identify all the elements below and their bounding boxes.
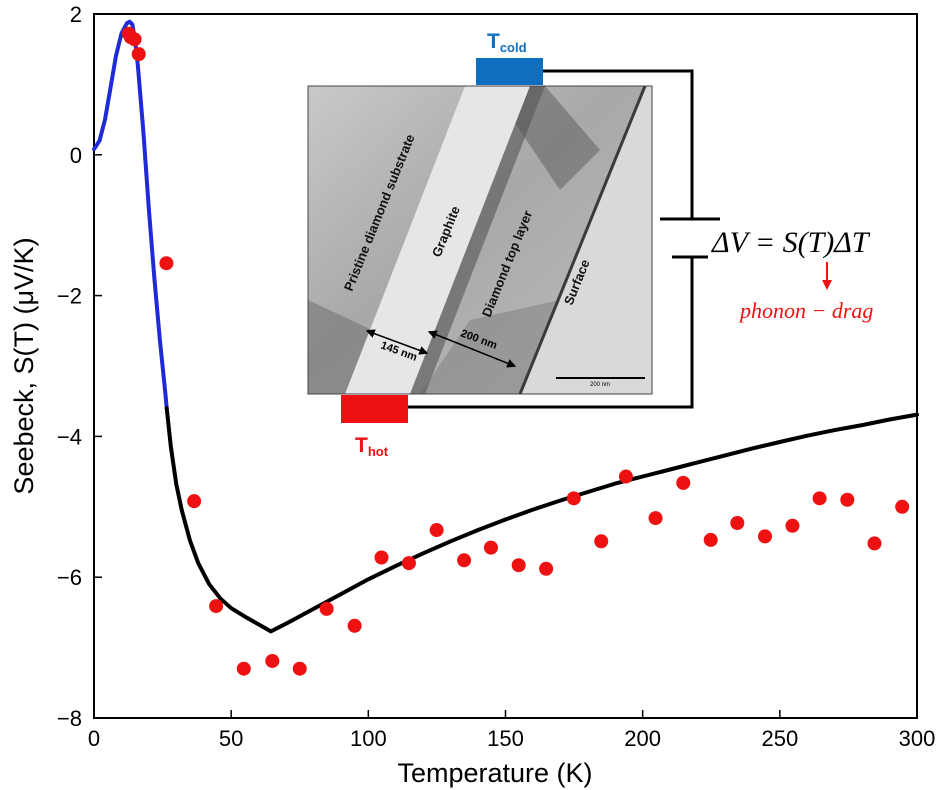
x-tick-label: 50 bbox=[219, 726, 243, 751]
data-point bbox=[209, 599, 224, 614]
data-point bbox=[676, 475, 691, 490]
data-point bbox=[483, 540, 498, 555]
data-point bbox=[812, 491, 827, 506]
phonon-drag-label: phonon − drag bbox=[738, 298, 873, 323]
seebeck-equation: ΔV = S(T)ΔT bbox=[711, 226, 871, 259]
t-cold-main: T bbox=[487, 30, 500, 53]
t-hot-subscript: hot bbox=[368, 444, 389, 459]
data-point bbox=[187, 494, 202, 509]
t-cold-contact bbox=[476, 58, 543, 85]
surface-region bbox=[520, 86, 652, 394]
y-tick-label: −8 bbox=[57, 706, 82, 731]
y-tick-label: −2 bbox=[57, 284, 82, 309]
x-tick-label: 300 bbox=[899, 726, 936, 751]
data-point bbox=[895, 499, 910, 514]
data-point bbox=[265, 653, 280, 668]
x-tick-label: 200 bbox=[624, 726, 661, 751]
y-tick-label: 0 bbox=[70, 143, 82, 168]
dimension-arrow-diamond bbox=[427, 330, 517, 368]
graphite-band bbox=[345, 86, 530, 394]
tem-inset: Pristine diamond substrate Graphite Diam… bbox=[307, 85, 653, 395]
data-points bbox=[121, 26, 910, 676]
dimension-arrow-graphite bbox=[365, 329, 429, 355]
x-tick-label: 0 bbox=[88, 726, 100, 751]
phonon-drag-fit-line bbox=[164, 406, 919, 634]
data-point bbox=[236, 661, 251, 676]
data-point bbox=[840, 492, 855, 507]
t-hot-contact bbox=[341, 395, 408, 423]
data-point bbox=[127, 32, 142, 47]
data-point bbox=[347, 618, 362, 633]
t-cold-subscript: cold bbox=[500, 40, 527, 55]
x-tick-label: 100 bbox=[350, 726, 387, 751]
data-point bbox=[374, 550, 389, 565]
data-point bbox=[703, 532, 718, 547]
data-point bbox=[457, 553, 472, 568]
data-point bbox=[401, 556, 416, 571]
data-point bbox=[131, 47, 146, 62]
t-cold-label: Tcold bbox=[487, 30, 527, 55]
data-point bbox=[159, 256, 174, 271]
data-point bbox=[429, 523, 444, 538]
data-point bbox=[648, 511, 663, 526]
scale-bar-label: 200 nm bbox=[590, 382, 610, 388]
x-axis-label: Temperature (K) bbox=[397, 758, 592, 788]
x-tick-label: 250 bbox=[761, 726, 798, 751]
x-tick-label: 150 bbox=[487, 726, 524, 751]
data-point bbox=[566, 491, 581, 506]
low-temperature-fit-line bbox=[92, 19, 169, 411]
fit-lines bbox=[92, 19, 919, 634]
data-point bbox=[867, 536, 882, 551]
t-hot-label: Thot bbox=[355, 434, 389, 459]
tem-interface-line bbox=[410, 86, 545, 394]
data-point bbox=[292, 661, 307, 676]
circuit-wire-bottom bbox=[408, 257, 694, 409]
data-point bbox=[730, 515, 745, 530]
data-point bbox=[618, 469, 633, 484]
circuit-wire-top bbox=[543, 69, 694, 219]
data-point bbox=[758, 529, 773, 544]
surface-edge bbox=[518, 86, 647, 394]
data-point bbox=[785, 518, 800, 533]
axis-ticks: 0 50 100 150 200 250 300 −8 −6 −4 −2 0 2 bbox=[57, 2, 935, 751]
y-tick-label: −6 bbox=[57, 565, 82, 590]
data-point bbox=[539, 561, 554, 576]
t-hot-main: T bbox=[355, 434, 368, 457]
y-tick-label: −4 bbox=[57, 424, 82, 449]
y-axis-label: Seebeck, S(T) (μV/K) bbox=[9, 237, 39, 494]
data-point bbox=[319, 601, 334, 616]
y-tick-label: 2 bbox=[70, 2, 82, 27]
tem-image-border bbox=[307, 85, 653, 395]
data-point bbox=[511, 558, 526, 573]
data-point bbox=[594, 534, 609, 549]
